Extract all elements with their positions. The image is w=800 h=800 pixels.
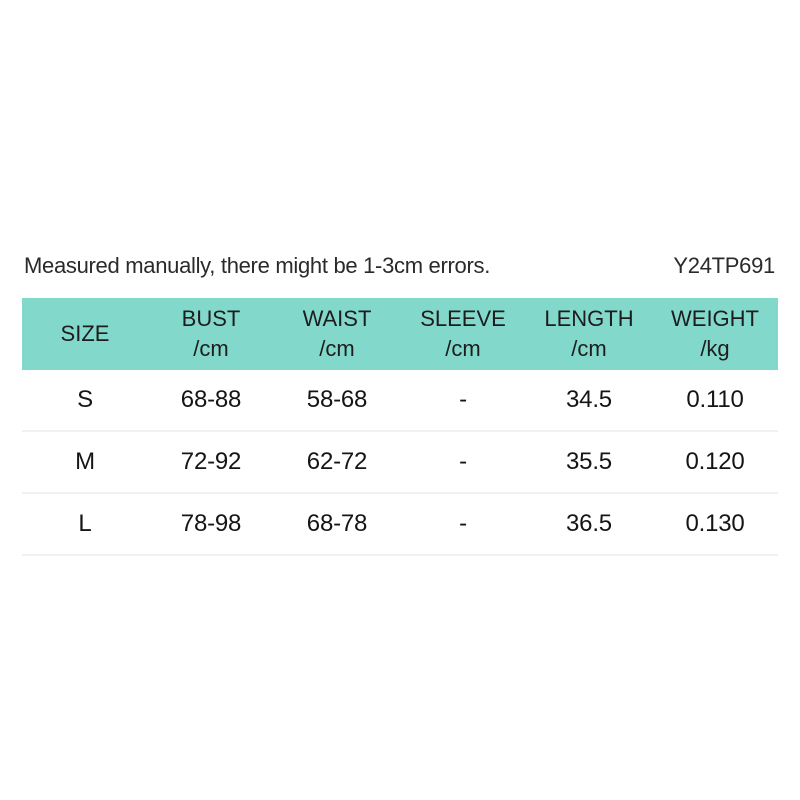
cell-length: 35.5: [526, 431, 652, 494]
header-weight-label: WEIGHT: [671, 306, 759, 331]
header-bust-label: BUST: [181, 306, 241, 331]
size-table: SIZE BUST /cm WAIST /cm SLEEVE /cm: [22, 298, 778, 556]
header-bust-unit: /cm: [193, 336, 229, 361]
cell-waist: 62-72: [274, 431, 400, 494]
size-chart-content: Measured manually, there might be 1-3cm …: [22, 252, 778, 556]
cell-waist: 58-68: [274, 370, 400, 432]
cell-bust: 68-88: [148, 370, 274, 432]
header-sleeve-label: SLEEVE: [420, 306, 506, 331]
header-sleeve-unit: /cm: [445, 336, 481, 361]
header-length: LENGTH /cm: [526, 298, 652, 370]
table-row-l: L 78-98 68-78 - 36.5 0.130: [22, 493, 778, 556]
header-length-label: LENGTH: [544, 306, 634, 331]
header-bust: BUST /cm: [148, 298, 274, 370]
cell-length: 36.5: [526, 493, 652, 556]
cell-weight: 0.110: [652, 370, 778, 432]
table-row-s: S 68-88 58-68 - 34.5 0.110: [22, 370, 778, 432]
header-size: SIZE: [22, 298, 148, 370]
cell-bust: 72-92: [148, 431, 274, 494]
cell-weight: 0.130: [652, 493, 778, 556]
cell-weight: 0.120: [652, 431, 778, 494]
header-sleeve: SLEEVE /cm: [400, 298, 526, 370]
note-row: Measured manually, there might be 1-3cm …: [22, 252, 778, 280]
cell-bust: 78-98: [148, 493, 274, 556]
cell-length: 34.5: [526, 370, 652, 432]
header-length-unit: /cm: [571, 336, 607, 361]
header-waist-unit: /cm: [319, 336, 355, 361]
cell-size: S: [22, 370, 148, 432]
cell-sleeve: -: [400, 493, 526, 556]
header-size-label: SIZE: [60, 321, 110, 346]
measurement-note: Measured manually, there might be 1-3cm …: [24, 253, 491, 278]
header-weight-unit: /kg: [700, 336, 730, 361]
cell-size: L: [22, 493, 148, 556]
product-code: Y24TP691: [673, 253, 775, 278]
table-row-m: M 72-92 62-72 - 35.5 0.120: [22, 431, 778, 494]
cell-waist: 68-78: [274, 493, 400, 556]
cell-sleeve: -: [400, 370, 526, 432]
table-header-row: SIZE BUST /cm WAIST /cm SLEEVE /cm: [22, 298, 778, 370]
header-waist-label: WAIST: [302, 306, 372, 331]
cell-sleeve: -: [400, 431, 526, 494]
header-weight: WEIGHT /kg: [652, 298, 778, 370]
cell-size: M: [22, 431, 148, 494]
header-waist: WAIST /cm: [274, 298, 400, 370]
